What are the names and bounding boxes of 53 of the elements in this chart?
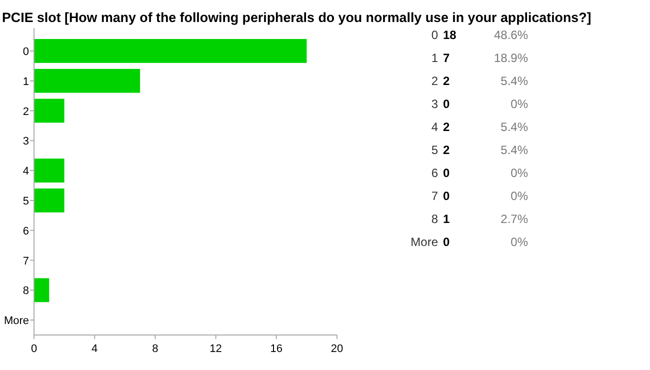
category-label: 8 bbox=[431, 212, 438, 226]
y-tick-label: 8 bbox=[22, 285, 29, 298]
data-label: 0 bbox=[443, 235, 450, 249]
x-tick-label: 8 bbox=[152, 343, 158, 355]
bar bbox=[34, 188, 64, 212]
y-tick-label: 0 bbox=[22, 46, 29, 58]
text: 2.7% bbox=[500, 212, 528, 226]
y-tick-label: 4 bbox=[22, 166, 29, 178]
data-label: 2 bbox=[443, 143, 450, 157]
bar bbox=[34, 38, 307, 63]
chart-title: PCIE slot [How many of the following peripherals do you normally use in your applications?] bbox=[2, 10, 592, 25]
category-label: 5 bbox=[431, 143, 438, 157]
x-tick-label: 16 bbox=[270, 343, 283, 355]
category-label: 4 bbox=[431, 120, 438, 134]
category-label: 2 bbox=[443, 74, 450, 88]
y-tick-label: More bbox=[4, 315, 29, 328]
text: 0% bbox=[510, 189, 528, 203]
text: 0% bbox=[510, 166, 528, 180]
x-tick-label: 20 bbox=[330, 343, 344, 355]
data-label: 0 bbox=[443, 97, 450, 111]
bar bbox=[34, 98, 64, 123]
text: 18.9% bbox=[494, 51, 528, 65]
data-label: 0 bbox=[443, 189, 450, 203]
text: 5.4% bbox=[500, 143, 528, 157]
data-label: 1 bbox=[443, 212, 450, 226]
category-label: 7 bbox=[431, 189, 438, 203]
text: 48.6% bbox=[494, 28, 528, 42]
bar bbox=[34, 158, 64, 183]
category-label: 6 bbox=[431, 166, 438, 180]
y-tick-label: 1 bbox=[22, 76, 29, 88]
y-tick-label: 2 bbox=[22, 106, 29, 118]
text: 0% bbox=[510, 97, 528, 111]
category-label: 0 bbox=[431, 28, 438, 42]
text: 0% bbox=[510, 235, 528, 249]
data-label: 18 bbox=[443, 28, 457, 42]
y-tick-label: 5 bbox=[22, 195, 29, 208]
y-tick-label: 3 bbox=[22, 136, 29, 148]
category-label: 3 bbox=[431, 97, 438, 111]
x-tick-label: 12 bbox=[210, 343, 222, 355]
data-label: 7 bbox=[443, 51, 450, 65]
y-tick-label: 6 bbox=[22, 225, 29, 238]
category-label: More bbox=[410, 235, 438, 249]
data-label: 2 bbox=[443, 120, 450, 134]
data-label: 0 bbox=[443, 166, 450, 180]
text: 5.4% bbox=[500, 74, 528, 88]
bar bbox=[34, 278, 50, 302]
bar bbox=[34, 68, 140, 93]
x-tick-label: 4 bbox=[92, 343, 98, 355]
x-tick-label: 0 bbox=[30, 343, 38, 355]
y-tick-label: 7 bbox=[22, 255, 29, 268]
category-label: 1 bbox=[431, 51, 438, 65]
data-label: 2 bbox=[431, 74, 438, 88]
text: 5.4% bbox=[500, 120, 528, 134]
